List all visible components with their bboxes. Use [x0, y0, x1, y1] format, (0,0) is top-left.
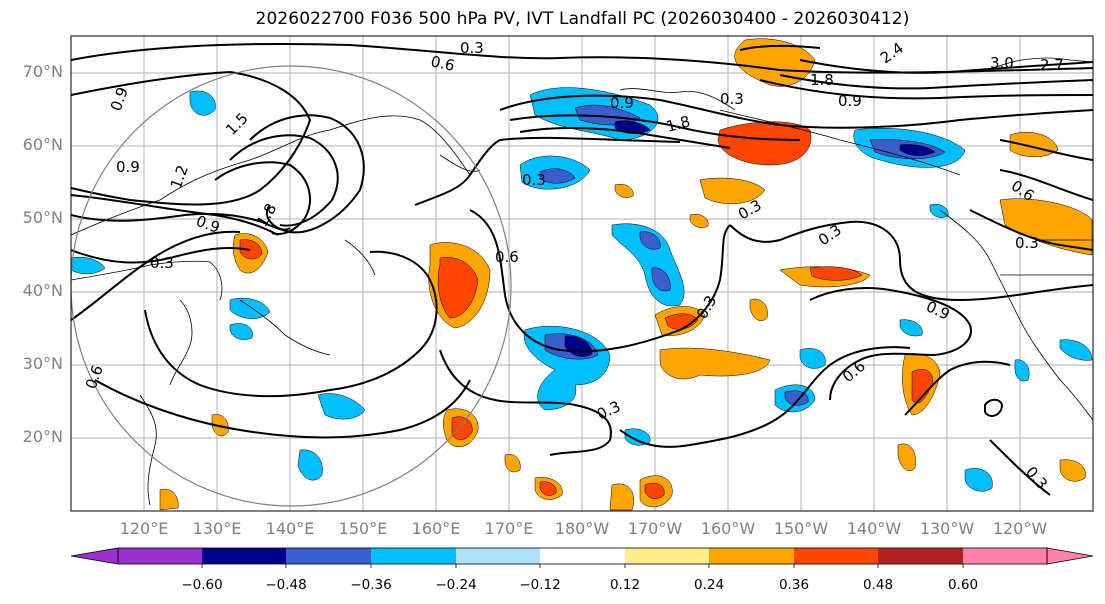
lat-axis: 20°N 30°N 40°N 50°N 60°N 70°N	[23, 62, 63, 446]
contour-label: 0.3	[460, 39, 484, 57]
ivt-shading	[71, 38, 1093, 511]
lon-axis: 120°E 130°E 140°E 150°E 160°E 170°E 180°…	[120, 519, 1048, 538]
colorbar-segment	[456, 548, 540, 564]
contour-label: 2.7	[1040, 56, 1064, 74]
lat-tick-label: 60°N	[23, 135, 63, 154]
lon-tick-label: 120°W	[993, 519, 1048, 538]
pv-contours	[71, 42, 1093, 496]
colorbar-extend-low	[70, 547, 119, 565]
lon-tick-label: 120°E	[120, 519, 169, 538]
figure-title: 2026022700 F036 500 hPa PV, IVT Landfall…	[255, 9, 910, 29]
colorbar-segment	[371, 548, 456, 564]
contour-label: 0.3	[522, 171, 546, 189]
map-frame	[70, 35, 1094, 512]
colorbar-segment	[709, 548, 794, 564]
lat-tick-label: 70°N	[23, 62, 63, 81]
lon-tick-label: 140°E	[266, 519, 315, 538]
contour-label: 1.8	[664, 112, 692, 136]
colorbar-frame	[117, 547, 1048, 565]
lon-tick-label: 170°E	[485, 519, 534, 538]
lat-tick-label: 50°N	[23, 208, 63, 227]
lon-tick-label: 150°E	[339, 519, 388, 538]
colorbar-segment	[963, 548, 1047, 564]
colorbar-segment	[202, 548, 286, 564]
contour-label: 0.9	[838, 92, 862, 110]
contour-label: 3.0	[990, 54, 1014, 72]
contour-label: 0.9	[116, 158, 140, 176]
colorbar-tick-label: −0.48	[265, 577, 306, 593]
colorbar-tick-label: −0.12	[519, 577, 560, 593]
lat-tick-label: 20°N	[23, 427, 63, 446]
colorbar-segment	[540, 548, 625, 564]
colorbar-extend-high	[1046, 547, 1094, 565]
colorbar-segment	[625, 548, 709, 564]
colorbar-tick-label: 0.36	[779, 577, 809, 593]
lon-tick-label: 140°W	[847, 519, 902, 538]
map-panel: 0.6 0.3 0.9 1.5 0.9 1.2 0.9 1.8 0.3 0.6 …	[70, 35, 1094, 512]
colorbar-tick-label: 0.24	[694, 577, 724, 593]
colorbar-segment	[878, 548, 963, 564]
colorbar-tick-label: −0.60	[181, 577, 222, 593]
colorbar-tick-label: 0.60	[948, 577, 978, 593]
contour-label: 0.9	[610, 94, 634, 112]
lat-tick-label: 40°N	[23, 281, 63, 300]
lat-tick-label: 30°N	[23, 354, 63, 373]
lon-tick-label: 170°W	[628, 519, 683, 538]
contour-label: 0.6	[495, 248, 519, 266]
colorbar: −0.60 −0.48 −0.36 −0.24 −0.12 0.12 0.24 …	[70, 547, 1094, 593]
coastlines	[71, 57, 1093, 506]
colorbar-tick-label: 0.12	[610, 577, 640, 593]
colorbar-segment	[118, 548, 202, 564]
contour-label: 1.8	[810, 71, 834, 89]
colorbar-segment	[794, 548, 878, 564]
lon-tick-label: 160°W	[701, 519, 756, 538]
colorbar-tick-label: 0.48	[863, 577, 893, 593]
lon-tick-label: 160°E	[412, 519, 461, 538]
lon-tick-label: 180°W	[555, 519, 610, 538]
lon-tick-label: 130°E	[193, 519, 242, 538]
colorbar-tick-label: −0.36	[350, 577, 391, 593]
colorbar-segment	[286, 548, 371, 564]
colorbar-tick-label: −0.24	[435, 577, 476, 593]
lon-tick-label: 130°W	[920, 519, 975, 538]
contour-label: 0.6	[429, 52, 456, 75]
contour-label: 0.3	[150, 254, 174, 272]
lon-tick-label: 150°W	[774, 519, 829, 538]
contour-label: 0.3	[1015, 234, 1039, 252]
contour-label: 0.3	[720, 90, 744, 108]
radius-circle	[71, 65, 512, 507]
